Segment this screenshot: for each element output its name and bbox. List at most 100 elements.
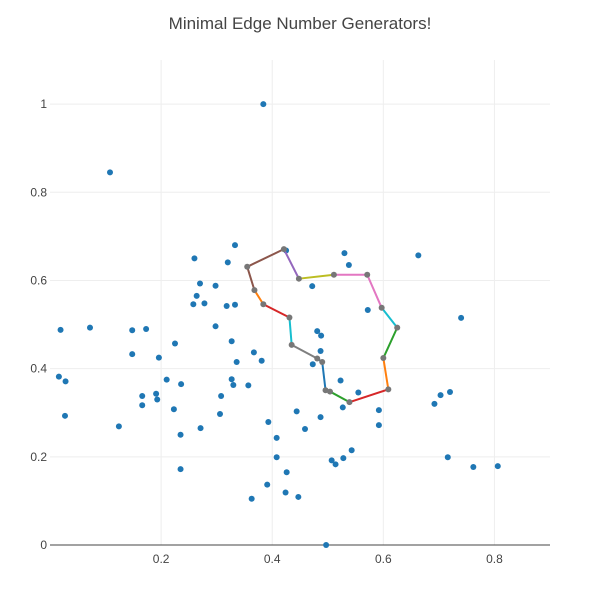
data-point [233,359,240,366]
point-layer [55,101,501,548]
data-point [129,327,136,334]
node-layer [244,246,401,406]
data-point [444,454,451,461]
data-point [415,252,422,259]
data-point [260,101,267,108]
data-point [355,389,362,396]
data-point [62,378,69,385]
data-point [191,255,198,262]
data-point [375,422,382,429]
data-point [283,469,290,476]
path-node [385,386,392,393]
path-node [251,287,258,294]
path-layer [246,248,399,404]
data-point [201,300,208,307]
path-edge [290,343,319,360]
data-point [295,493,302,500]
data-point [348,447,355,454]
data-point [339,404,346,411]
path-edge [246,248,285,268]
data-point [232,242,238,249]
y-tick-label: 0.4 [30,362,47,376]
path-node [330,271,337,278]
data-point [317,348,324,354]
data-point [337,377,344,384]
path-edge [329,390,351,404]
data-point [217,411,223,418]
path-edge [366,273,383,309]
path-edge [382,326,399,360]
data-point [230,381,237,388]
data-point [62,412,68,419]
data-point [273,434,280,441]
path-node [260,301,267,308]
data-point [447,389,453,396]
data-point [139,402,146,409]
y-tick-label: 0.6 [30,273,47,287]
data-point [172,340,178,347]
path-edge [246,265,256,292]
data-point [309,361,316,368]
data-point [55,373,62,380]
path-node [394,324,401,331]
data-point [228,338,235,345]
data-point [190,301,197,308]
data-point [314,328,321,335]
data-point [177,431,184,438]
data-point [494,463,501,470]
axis-layer: 0.2 0.4 0.6 0.8 0 0.2 0.4 0.6 0.8 1 [30,97,550,566]
data-point [218,392,225,399]
data-point [248,495,255,502]
path-edge [382,357,390,391]
path-node [346,399,353,406]
data-point [87,324,93,331]
path-edge [288,316,293,346]
data-point [153,390,160,397]
path-node [314,355,321,362]
grid-layer [50,60,550,545]
path-edge [321,361,327,392]
x-tick-label: 0.4 [264,552,281,566]
data-point [309,283,316,290]
path-node [380,355,387,362]
path-node [244,263,251,270]
data-point [232,301,238,308]
path-node [286,314,293,321]
data-point [282,489,289,496]
data-point [273,454,280,461]
data-point [364,306,371,313]
path-node [280,246,287,253]
path-edge [262,303,291,319]
data-point [228,376,235,383]
data-point [57,326,64,333]
y-tick-label: 0.8 [30,185,47,199]
path-edge [297,273,335,280]
data-point [197,425,204,432]
data-point [264,481,271,488]
data-point [250,349,257,356]
data-point [107,169,113,176]
data-point [258,357,265,364]
data-point [318,332,325,339]
path-edge [380,306,399,329]
data-point [129,351,136,358]
data-point [212,282,219,289]
data-point [197,280,203,287]
data-point [223,303,230,310]
data-point [458,314,465,321]
data-point [245,382,252,389]
data-point [470,463,477,470]
path-node [322,387,329,394]
path-edge [348,388,390,404]
data-point [375,407,382,414]
data-point [212,323,219,330]
data-point [431,400,438,407]
data-point [345,262,352,269]
data-point [437,392,444,399]
data-point [323,542,330,548]
data-point [115,423,122,430]
data-point [178,381,185,388]
path-node [319,359,326,366]
data-point [293,408,300,415]
